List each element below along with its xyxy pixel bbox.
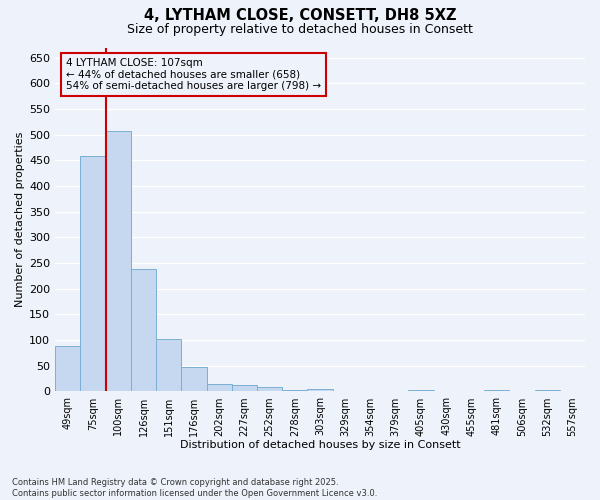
Bar bbox=[106, 131, 131, 392]
X-axis label: Distribution of detached houses by size in Consett: Distribution of detached houses by size … bbox=[180, 440, 460, 450]
Text: Contains HM Land Registry data © Crown copyright and database right 2025.
Contai: Contains HM Land Registry data © Crown c… bbox=[12, 478, 377, 498]
Bar bbox=[257, 388, 282, 392]
Text: 4, LYTHAM CLOSE, CONSETT, DH8 5XZ: 4, LYTHAM CLOSE, CONSETT, DH8 5XZ bbox=[144, 8, 456, 22]
Bar bbox=[409, 390, 434, 392]
Text: 4 LYTHAM CLOSE: 107sqm
← 44% of detached houses are smaller (658)
54% of semi-de: 4 LYTHAM CLOSE: 107sqm ← 44% of detached… bbox=[66, 58, 321, 91]
Bar bbox=[484, 390, 509, 392]
Y-axis label: Number of detached properties: Number of detached properties bbox=[15, 132, 25, 307]
Bar bbox=[55, 346, 80, 392]
Bar bbox=[307, 389, 332, 392]
Bar bbox=[535, 390, 560, 392]
Bar bbox=[206, 384, 232, 392]
Bar bbox=[232, 386, 257, 392]
Bar bbox=[131, 270, 156, 392]
Bar bbox=[282, 390, 307, 392]
Bar bbox=[80, 156, 106, 392]
Bar bbox=[156, 338, 181, 392]
Text: Size of property relative to detached houses in Consett: Size of property relative to detached ho… bbox=[127, 22, 473, 36]
Bar bbox=[181, 368, 206, 392]
